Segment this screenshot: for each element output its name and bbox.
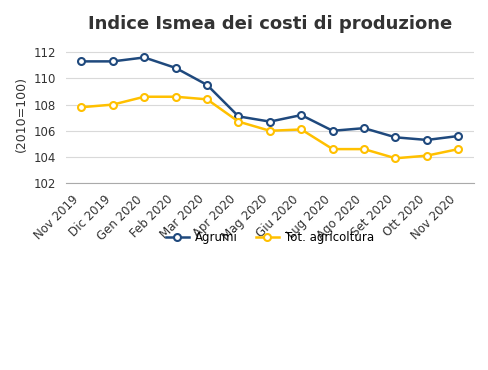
Legend: Agrumi, Tot. agricoltura: Agrumi, Tot. agricoltura xyxy=(161,226,378,249)
Title: Indice Ismea dei costi di produzione: Indice Ismea dei costi di produzione xyxy=(87,15,451,33)
Y-axis label: (2010=100): (2010=100) xyxy=(15,77,28,152)
